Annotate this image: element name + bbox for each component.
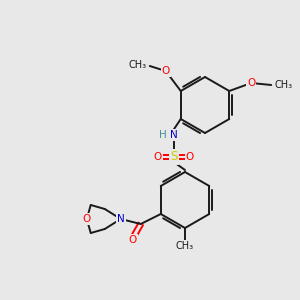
Text: O: O (82, 214, 91, 224)
Text: CH₃: CH₃ (274, 80, 292, 90)
Text: H: H (159, 130, 167, 140)
Text: O: O (186, 152, 194, 162)
Text: O: O (247, 78, 255, 88)
Text: S: S (170, 151, 177, 164)
Text: O: O (129, 235, 137, 245)
Text: CH₃: CH₃ (129, 60, 147, 70)
Text: N: N (117, 214, 124, 224)
Text: CH₃: CH₃ (176, 241, 194, 251)
Text: N: N (170, 130, 178, 140)
Text: O: O (154, 152, 162, 162)
Text: O: O (162, 66, 170, 76)
